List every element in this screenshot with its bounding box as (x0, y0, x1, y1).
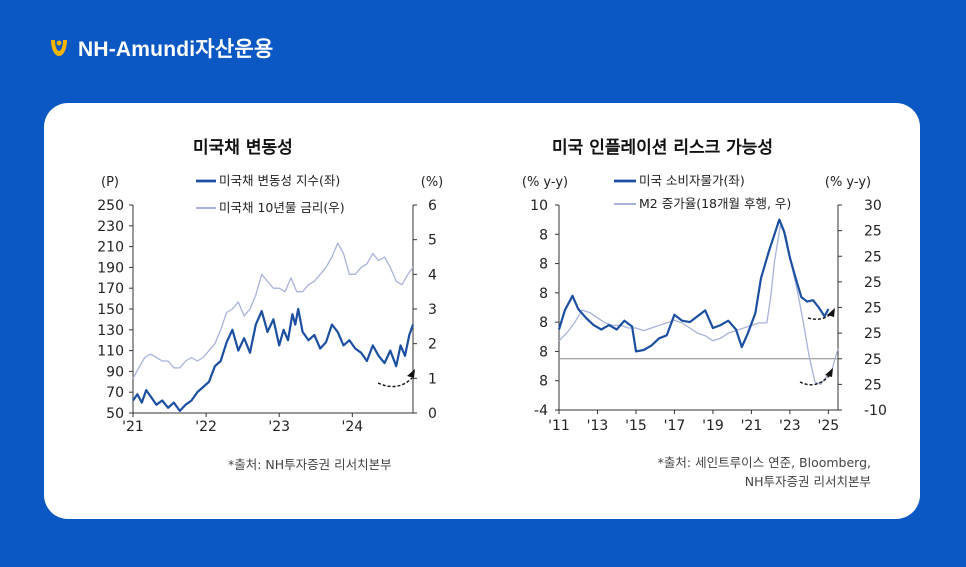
chart-2-x-tick-label: '17 (664, 418, 686, 434)
chart-2-x-tick-label: '15 (625, 418, 647, 434)
chart-1-left-tick-label: 70 (106, 385, 124, 401)
chart-2-right-tick-label: 25 (864, 301, 882, 317)
chart-1-left-tick-label: 50 (106, 406, 124, 422)
chart-2-legend-label-2: M2 증가율(18개월 후행, 우) (639, 196, 791, 211)
chart-1-left-tick-label: 190 (97, 260, 124, 276)
brand-name: NH-Amundi자산운용 (78, 38, 274, 61)
chart-2-right-tick-label: 25 (864, 224, 882, 240)
chart-1-left-tick-label: 250 (97, 198, 124, 214)
chart-2-series-primary-line (557, 218, 830, 353)
chart-2-right-tick-label: 30 (864, 198, 882, 214)
chart-2-annotation-arrowhead-1 (827, 308, 835, 317)
chart-1-series-secondary-line (132, 242, 414, 379)
chart-1-x-tick-label: '22 (195, 419, 217, 435)
chart-1-left-tick-label: 130 (97, 323, 124, 339)
chart-2-left-tick-label: 8 (539, 257, 548, 273)
chart-1-legend-label-1: 미국채 변동성 지수(좌) (219, 173, 340, 188)
chart-2-x-tick-label: '23 (779, 418, 801, 434)
chart-2-annotation-arrowhead-2 (825, 368, 833, 377)
chart-2-left-tick-label: 8 (539, 315, 548, 331)
chart-1-right-unit: (%) (421, 175, 444, 190)
chart-2-annotation-arrow-1 (807, 312, 833, 320)
chart-1-series-primary-line (132, 307, 415, 412)
chart-2-left-tick-label: 8 (539, 286, 548, 302)
chart-1-title: 미국채 변동성 (193, 138, 293, 158)
logo-mark-icon (51, 40, 67, 56)
chart-1-annotation-arrow-1 (377, 377, 413, 388)
chart-2-x-tick-label: '13 (587, 418, 609, 434)
chart-1-x-tick-label: '24 (341, 419, 363, 435)
chart-2-left-tick-label: 8 (539, 374, 548, 390)
chart-1-left-tick-label: 150 (97, 302, 124, 318)
chart-1-right-tick-label: 4 (428, 267, 437, 283)
chart-2-right-tick-label: 25 (864, 249, 882, 265)
chart-1-left-tick-label: 230 (97, 219, 124, 235)
chart-2-x-tick-label: '19 (702, 418, 724, 434)
chart-2-source-line-2: NH투자증권 리서치본부 (744, 474, 871, 489)
chart-2-source-line-1: *출처: 세인트루이스 연준, Bloomberg, (657, 455, 871, 470)
chart-2-x-tick-label: '21 (741, 418, 763, 434)
chart-2-right-tick-label: 25 (864, 275, 882, 291)
chart-2-right-unit: (% y-y) (825, 175, 871, 190)
chart-2-right-tick-label: 25 (864, 377, 882, 393)
chart-2-left-tick-label: -4 (534, 403, 548, 419)
chart-2-left-unit: (% y-y) (522, 175, 568, 190)
chart-2-legend-label-1: 미국 소비자물가(좌) (639, 173, 745, 188)
brand-logo: NH-Amundi자산운용 (48, 33, 273, 63)
chart-2-right-tick-label: 25 (864, 352, 882, 368)
chart-2-x-tick-label: '11 (548, 418, 570, 434)
chart-2-left-tick-label: 10 (530, 198, 548, 214)
chart-1-right-tick-label: 6 (428, 198, 437, 214)
chart-2-left-tick-label: 8 (539, 227, 548, 243)
chart-1-left-tick-label: 90 (106, 364, 124, 380)
chart-2-series-secondary-line (558, 224, 839, 386)
content-card: 미국채 변동성 미국 인플레이션 리스크 가능성 (44, 103, 920, 519)
chart-2-title: 미국 인플레이션 리스크 가능성 (552, 138, 774, 158)
chart-1-source: *출처: NH투자증권 리서치본부 (228, 457, 392, 472)
chart-1-x-tick-label: '23 (268, 419, 290, 435)
chart-1-right-tick-label: 0 (428, 406, 437, 422)
chart-1-left-tick-label: 210 (97, 240, 124, 256)
chart-1-legend-label-2: 미국채 10년물 금리(우) (219, 200, 345, 215)
chart-1-right-tick-label: 2 (428, 337, 437, 353)
chart-2-right-tick-label: -10 (864, 403, 887, 419)
chart-2-left-tick-label: 8 (539, 344, 548, 360)
chart-2-right-tick-label: 25 (864, 326, 882, 342)
chart-2-annotation-arrow-2 (799, 374, 831, 386)
chart-1-left-unit: (P) (101, 175, 119, 190)
chart-1-left-tick-label: 110 (97, 344, 124, 360)
chart-1-right-tick-label: 3 (428, 302, 437, 318)
chart-1-x-tick-label: '21 (122, 419, 144, 435)
chart-1-annotation-arrowhead-1 (407, 369, 415, 378)
chart-1-right-tick-label: 1 (428, 371, 437, 387)
chart-1-right-tick-label: 5 (428, 233, 437, 249)
chart-1-left-tick-label: 170 (97, 281, 124, 297)
chart-2-x-tick-label: '25 (818, 418, 840, 434)
